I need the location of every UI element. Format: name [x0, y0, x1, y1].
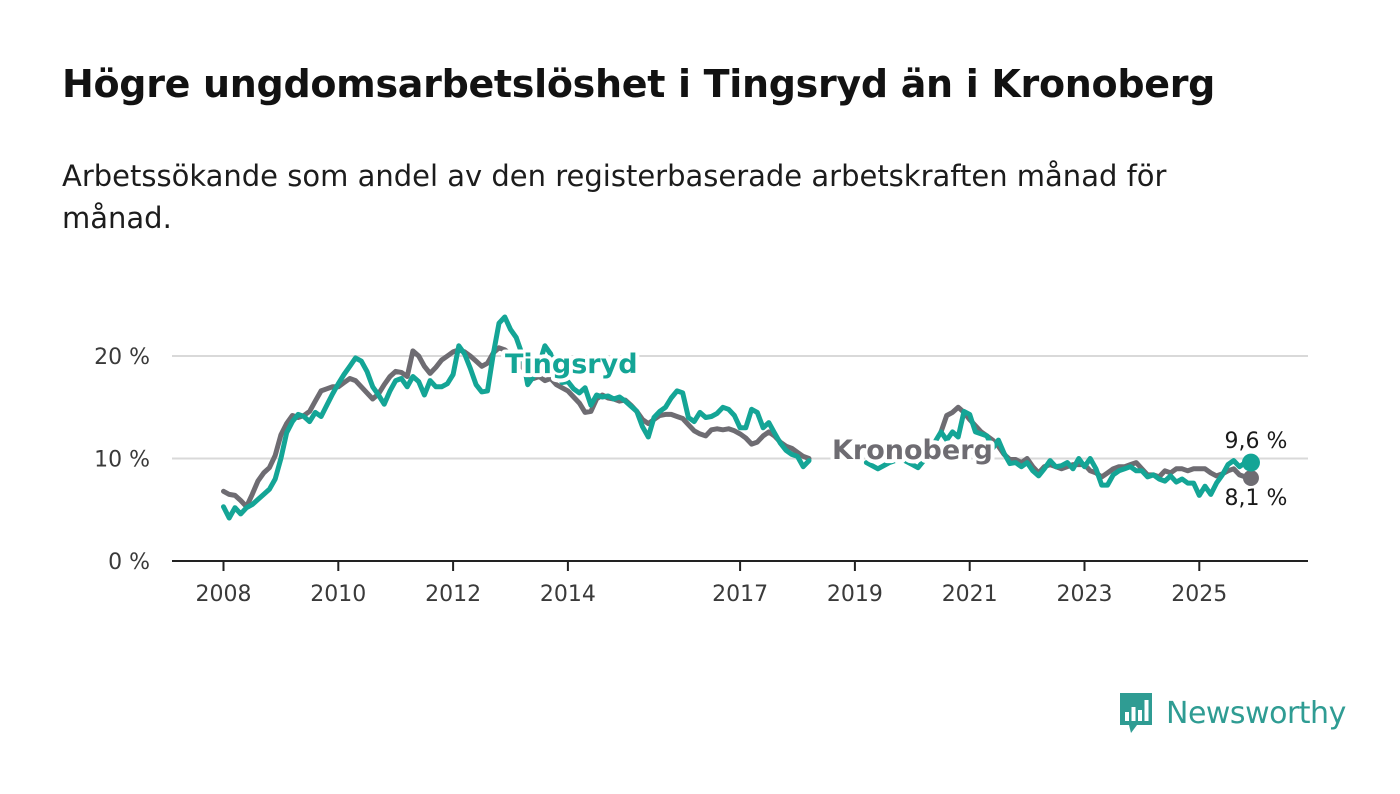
tingsryd-end-value: 9,6 %: [1225, 429, 1288, 454]
x-tick-label: 2017: [712, 582, 768, 607]
kronoberg-end-dot: [1242, 469, 1259, 486]
tingsryd-series-line: [221, 314, 812, 521]
kronoberg-series-line: [221, 345, 812, 510]
brand-name: Newsworthy: [1166, 695, 1346, 731]
tingsryd-end-dot: [1241, 453, 1260, 472]
x-tick-label: 2025: [1171, 582, 1227, 607]
series-labels: 9,6 % 8,1 % Tingsryd Kronoberg: [501, 345, 1288, 511]
x-tick-label: 2012: [425, 582, 481, 607]
x-tick-label: 2023: [1057, 582, 1113, 607]
tingsryd-series-label: Tingsryd: [505, 349, 638, 380]
x-tick-label: 2021: [942, 582, 998, 607]
x-tick-label: 2008: [196, 582, 252, 607]
y-axis-ticks: 0 % 10 % 20 %: [94, 345, 150, 575]
x-tick-label: 2019: [827, 582, 883, 607]
y-tick-label: 10 %: [94, 448, 150, 473]
y-tick-label: 0 %: [108, 550, 150, 575]
kronoberg-end-value: 8,1 %: [1225, 486, 1288, 511]
chart-subtitle: Arbetssökande som andel av den registerb…: [62, 159, 1167, 235]
newsworthy-brand: Newsworthy: [1118, 690, 1346, 736]
bar-chart-logo-icon: [1120, 693, 1152, 733]
x-tick-label: 2014: [540, 582, 596, 607]
x-tick-label: 2010: [310, 582, 366, 607]
x-axis: 2008 2010 2012 2014 2017 2019 2021 2023 2025: [172, 560, 1308, 607]
kronoberg-series-label: Kronoberg: [832, 435, 993, 466]
y-tick-label: 20 %: [94, 345, 150, 370]
series-lines: [221, 314, 1260, 521]
gridlines: [172, 355, 1308, 460]
chart-title: Högre ungdomsarbetslöshet i Tingsryd än …: [62, 62, 1216, 106]
tingsryd-series-line: [863, 408, 1254, 498]
